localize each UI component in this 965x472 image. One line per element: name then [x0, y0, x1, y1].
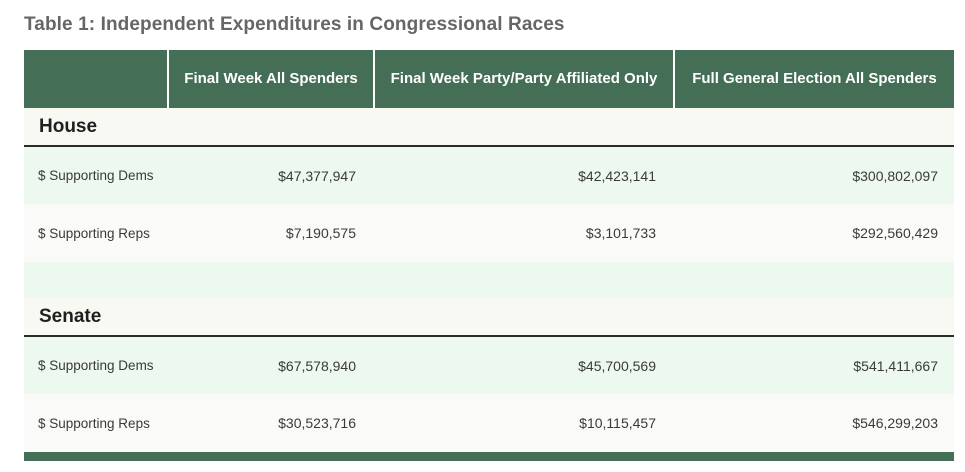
row-label: $ Supporting Dems	[24, 146, 168, 204]
footer-bar-cell	[24, 452, 954, 461]
table-row: $ Supporting Reps $30,523,716 $10,115,45…	[24, 394, 954, 452]
section-title: House	[24, 108, 954, 147]
cell-full-general: $546,299,203	[674, 394, 954, 452]
spacer-row	[24, 262, 954, 298]
expenditures-table: Final Week All Spenders Final Week Party…	[24, 50, 954, 461]
cell-full-general: $300,802,097	[674, 146, 954, 204]
cell-final-week-party: $45,700,569	[374, 336, 674, 394]
row-label: $ Supporting Reps	[24, 394, 168, 452]
cell-final-week-all: $47,377,947	[168, 146, 374, 204]
cell-full-general: $292,560,429	[674, 204, 954, 262]
row-label: $ Supporting Reps	[24, 204, 168, 262]
table-row: $ Supporting Dems $47,377,947 $42,423,14…	[24, 146, 954, 204]
column-header-final-week-all: Final Week All Spenders	[167, 50, 374, 108]
column-header-full-general: Full General Election All Spenders	[673, 50, 954, 108]
header-row: Final Week All Spenders Final Week Party…	[24, 50, 954, 108]
cell-final-week-all: $7,190,575	[168, 204, 374, 262]
section-row-house: House	[24, 108, 954, 147]
section-title: Senate	[24, 298, 954, 337]
cell-full-general: $541,411,667	[674, 336, 954, 394]
cell-final-week-party: $3,101,733	[374, 204, 674, 262]
spacer-cell	[24, 262, 954, 298]
column-header-final-week-party: Final Week Party/Party Affiliated Only	[373, 50, 674, 108]
cell-final-week-party: $42,423,141	[374, 146, 674, 204]
table-row: $ Supporting Dems $67,578,940 $45,700,56…	[24, 336, 954, 394]
cell-final-week-party: $10,115,457	[374, 394, 674, 452]
table-row: $ Supporting Reps $7,190,575 $3,101,733 …	[24, 204, 954, 262]
column-header-label	[24, 50, 168, 108]
row-label: $ Supporting Dems	[24, 336, 168, 394]
table-caption: Table 1: Independent Expenditures in Con…	[24, 14, 565, 35]
section-row-senate: Senate	[24, 298, 954, 337]
cell-final-week-all: $30,523,716	[168, 394, 374, 452]
cell-final-week-all: $67,578,940	[168, 336, 374, 394]
footer-bar	[24, 452, 954, 461]
